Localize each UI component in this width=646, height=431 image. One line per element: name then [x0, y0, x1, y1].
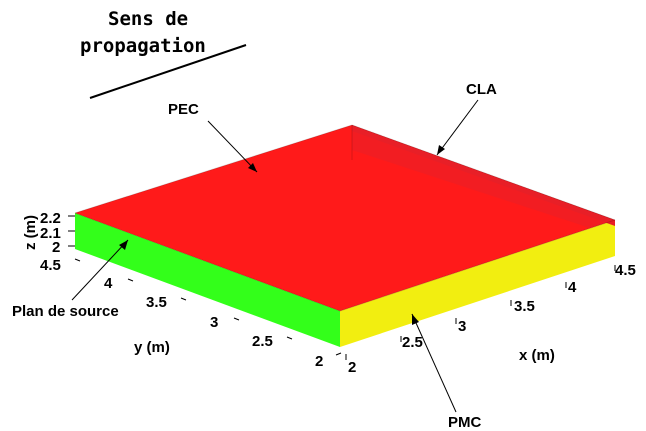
- pmc-pointer: [411, 313, 457, 413]
- y-axis-label: y (m): [134, 339, 170, 356]
- y-tick-label: 3: [210, 314, 218, 331]
- y-tick-label: 2.5: [252, 333, 273, 350]
- x-tick-label: 3: [458, 318, 466, 335]
- y-tick-label: 4: [104, 275, 113, 292]
- cla-back-shade: [352, 125, 615, 228]
- source-plane-label: Plan de source: [12, 303, 119, 320]
- pmc-label: PMC: [448, 414, 482, 431]
- axis-tick-marks: [68, 215, 616, 360]
- propagation-direction-line: [89, 44, 247, 99]
- y-tick-label: 4.5: [40, 257, 61, 274]
- propagation-label-line1: Sens de: [108, 8, 188, 30]
- x-axis-label: x (m): [519, 347, 555, 364]
- pec-pointer: [207, 120, 258, 173]
- y-tick-label: 3.5: [146, 294, 167, 311]
- edge-front-right: [339, 219, 616, 312]
- y-tick-label: 2: [315, 353, 323, 370]
- x-tick-label: 2.5: [402, 334, 423, 351]
- z-tick-label: 2.1: [40, 225, 61, 242]
- propagation-label-line2: propagation: [80, 35, 206, 57]
- cla-arrowhead: [437, 145, 445, 155]
- source-plane-pointer: [71, 239, 129, 301]
- x-tick-label: 3.5: [514, 298, 535, 315]
- source-plane-face: [75, 213, 340, 347]
- z-tick-label: 2: [52, 239, 60, 256]
- cla-pointer: [436, 99, 479, 156]
- edge-back-left: [74, 124, 353, 214]
- x-tick-label: 4.5: [615, 262, 636, 279]
- x-tick-label: 2: [348, 359, 356, 376]
- edge-front-left: [74, 212, 341, 312]
- z-tick-label: 2.2: [40, 210, 61, 227]
- x-tick-label: 4: [568, 279, 577, 296]
- edge-back-right: [351, 124, 616, 221]
- pmc-arrowhead: [412, 314, 419, 325]
- cla-label: CLA: [466, 81, 497, 98]
- z-axis-label: z (m): [22, 215, 39, 250]
- source-plane-arrowhead: [119, 240, 128, 250]
- pec-top-face: [75, 125, 615, 311]
- pmc-face: [340, 220, 615, 347]
- pec-label: PEC: [168, 101, 199, 118]
- pec-arrowhead: [248, 163, 257, 172]
